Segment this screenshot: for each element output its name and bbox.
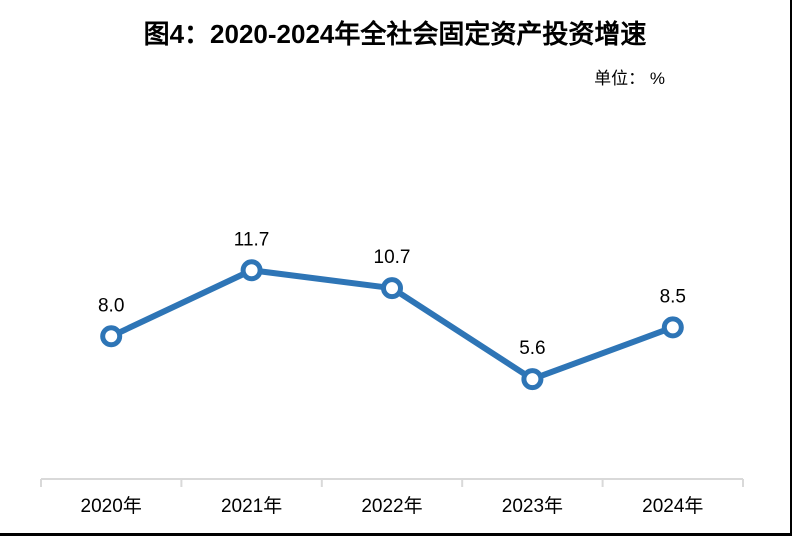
data-label: 5.6	[519, 338, 545, 359]
data-label: 10.7	[374, 247, 411, 268]
chart-title: 图4：2020-2024年全社会固定资产投资增速	[143, 19, 647, 49]
x-axis-label: 2022年	[361, 495, 422, 517]
data-point-2020年	[100, 325, 123, 348]
x-axis-label: 2024年	[642, 495, 703, 517]
data-point-2022年	[381, 277, 403, 300]
data-label: 11.7	[234, 229, 270, 250]
unit-label: 单位： %	[594, 69, 665, 88]
x-axis-label: 2021年	[221, 495, 282, 517]
x-axis-label: 2023年	[502, 495, 563, 517]
data-point-2023年	[521, 368, 544, 391]
x-axis-label: 2020年	[81, 495, 142, 517]
data-point-2024年	[661, 316, 684, 339]
data-label: 8.0	[98, 295, 124, 316]
data-label: 8.5	[660, 286, 686, 307]
data-point-2021年	[240, 259, 263, 282]
